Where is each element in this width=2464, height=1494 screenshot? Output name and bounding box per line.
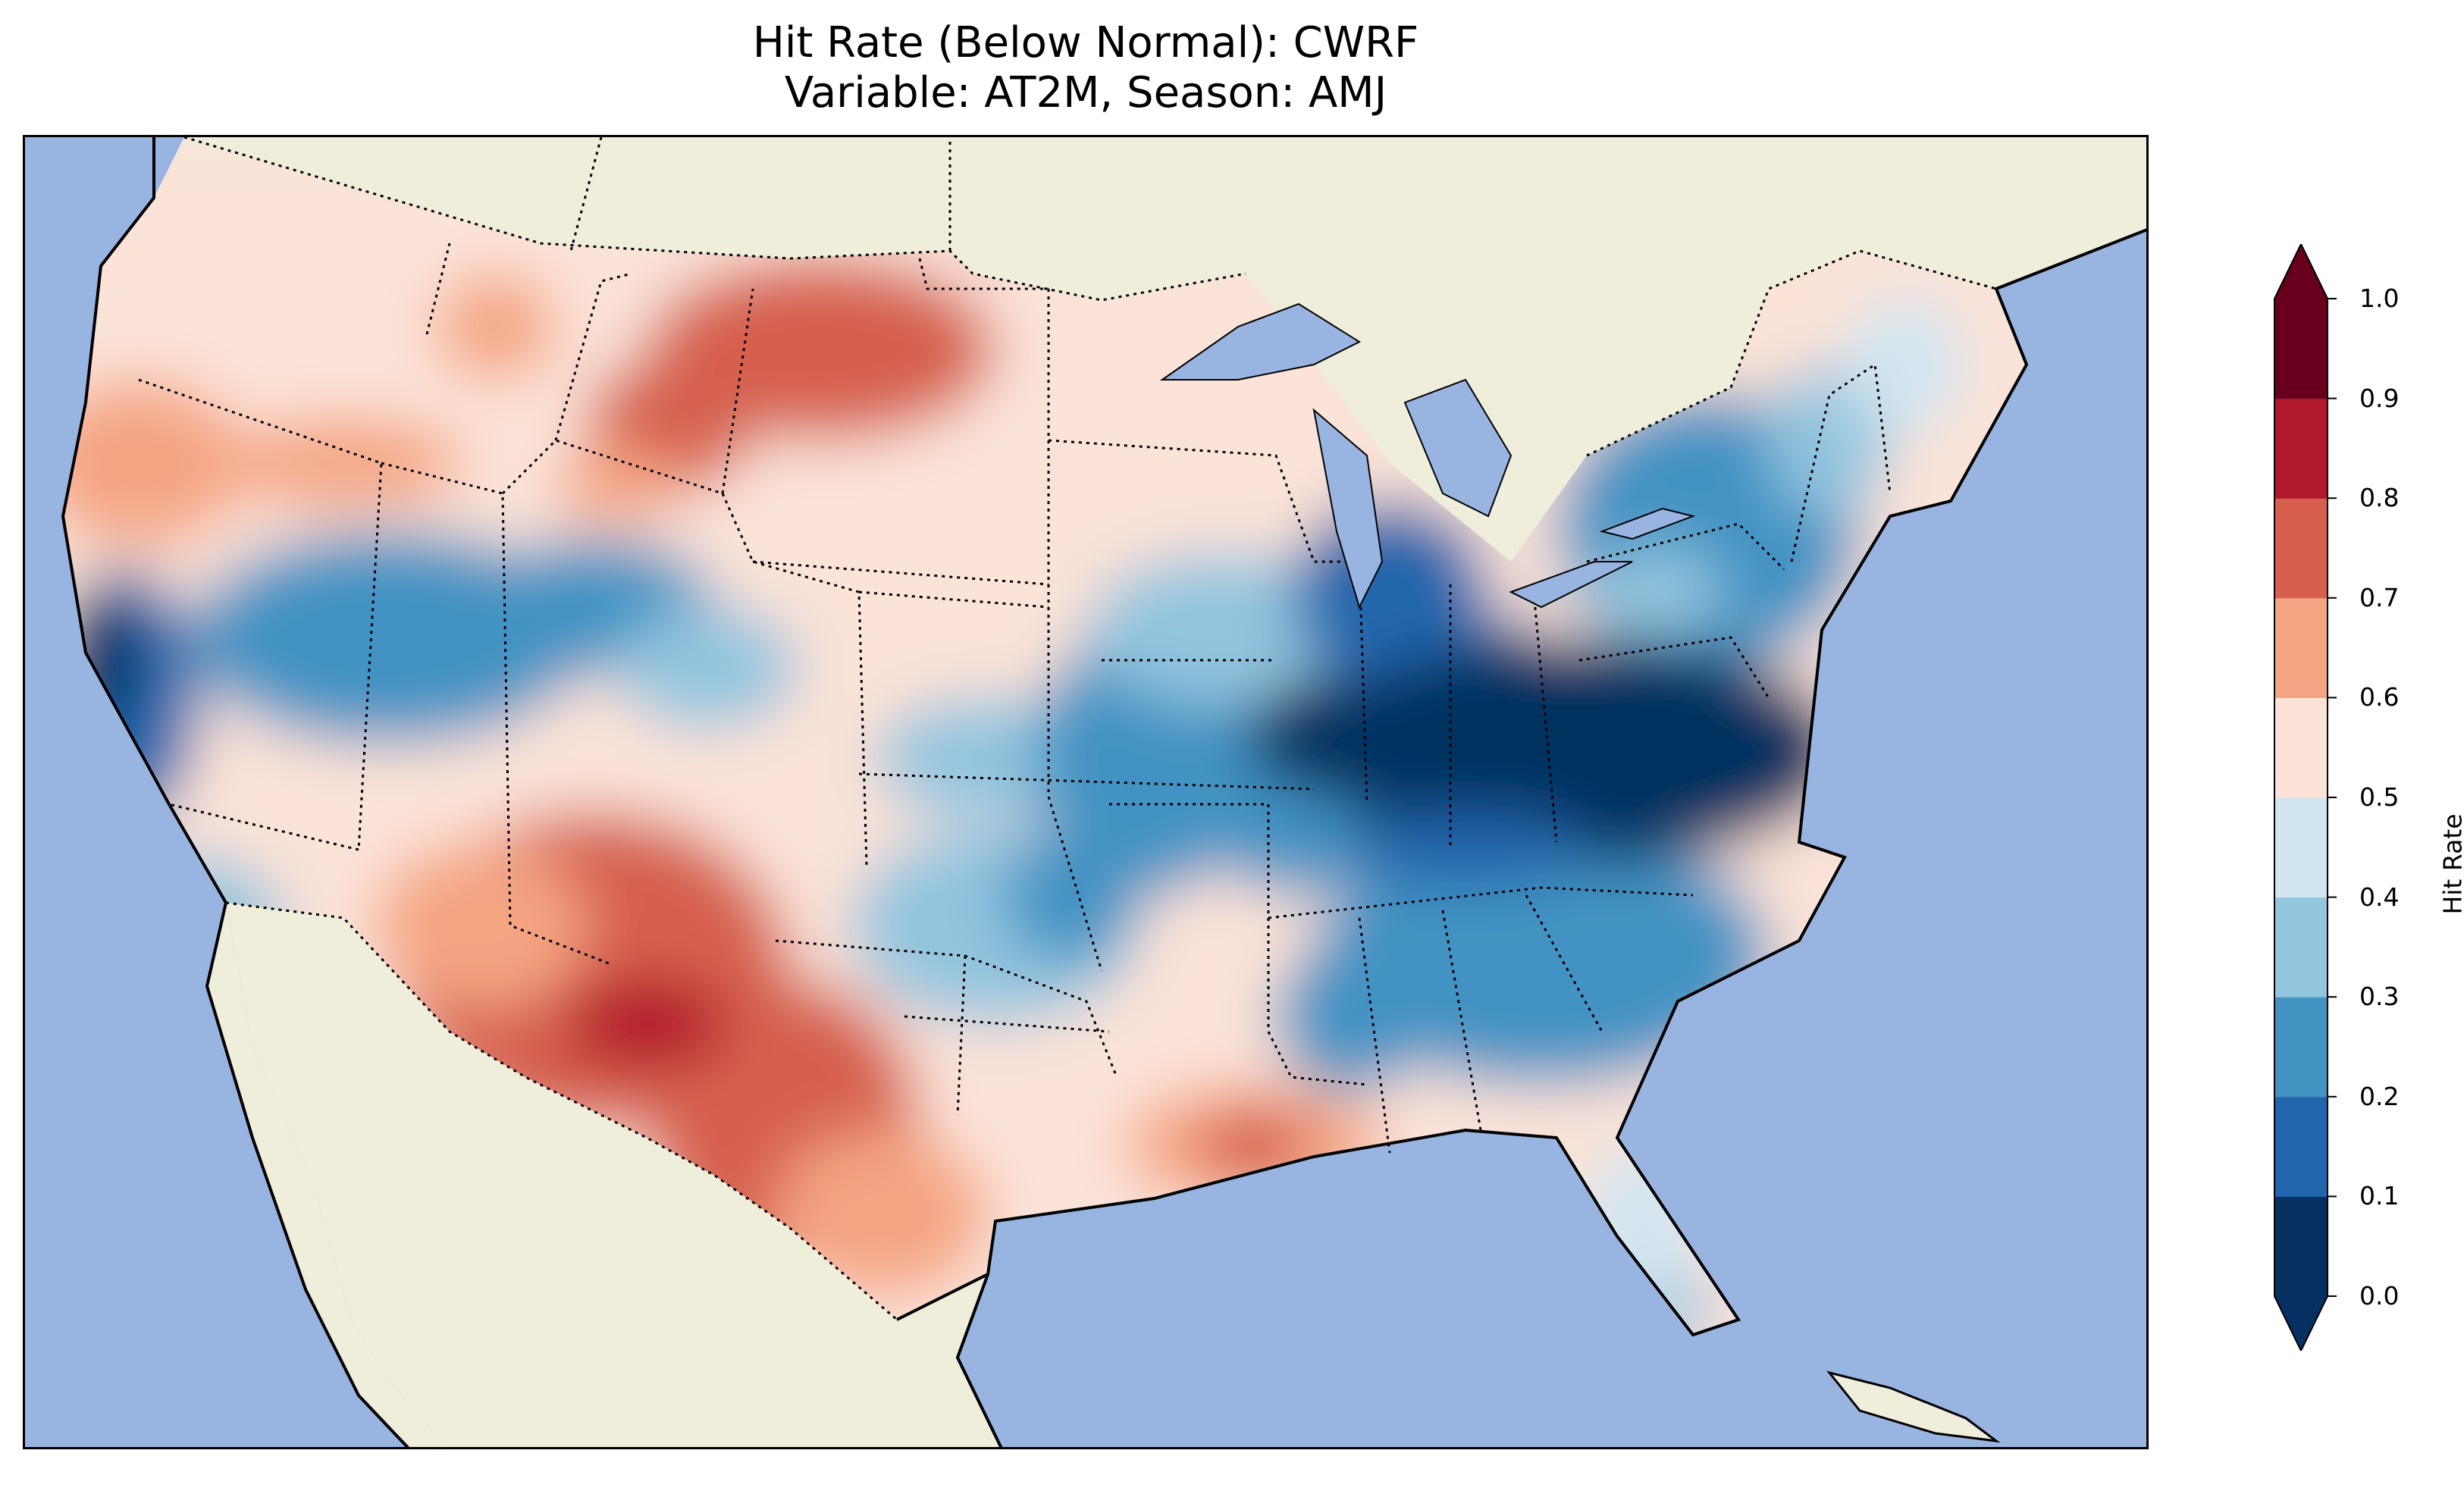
land-mexico xyxy=(226,903,1002,1447)
colorbar-tick-label: 0.9 xyxy=(2359,383,2400,413)
colorbar-tick-label: 0.0 xyxy=(2359,1281,2400,1311)
colorbar-bin xyxy=(2274,897,2328,998)
chart-subtitle: Variable: AT2M, Season: AMJ xyxy=(784,68,1387,117)
great-lakes xyxy=(1159,302,1696,609)
colorbar-bin xyxy=(2274,597,2328,698)
colorbar-tick-label: 0.6 xyxy=(2359,682,2400,713)
state-borders xyxy=(138,243,1892,1154)
land-baja xyxy=(207,903,446,1447)
coastline xyxy=(61,137,2146,1447)
map-frame xyxy=(23,135,2149,1449)
colorbar-bin xyxy=(2274,398,2328,499)
map-canvas xyxy=(25,137,2146,1447)
colorbar-tick-label: 0.1 xyxy=(2359,1181,2400,1211)
colorbar-label: Hit Rate xyxy=(2437,813,2464,915)
colorbar-tick-label: 0.8 xyxy=(2359,483,2400,513)
land-cuba xyxy=(1826,1370,2001,1443)
chart-title: Hit Rate (Below Normal): CWRF xyxy=(752,18,1419,67)
colorbar-tick-label: 1.0 xyxy=(2359,283,2400,313)
colorbar-extend-under xyxy=(2274,1296,2328,1351)
colorbar-bin xyxy=(2274,697,2328,798)
colorbar-bin xyxy=(2274,1196,2328,1297)
country-borders xyxy=(183,137,1997,1321)
colorbar-bin xyxy=(2274,1096,2328,1197)
land-canada xyxy=(25,137,2146,562)
colorbar-tick-label: 0.7 xyxy=(2359,582,2400,612)
colorbar-bin xyxy=(2274,299,2328,399)
colorbar-tick-label: 0.3 xyxy=(2359,982,2400,1012)
colorbar-tick-label: 0.4 xyxy=(2359,882,2400,912)
colorbar-extend-over xyxy=(2274,244,2328,299)
colorbar-bin xyxy=(2274,997,2328,1098)
colorbar-tick-label: 0.2 xyxy=(2359,1081,2400,1111)
colorbar-tick-label: 0.5 xyxy=(2359,782,2400,812)
colorbar xyxy=(2274,244,2337,1351)
colorbar-bin xyxy=(2274,498,2328,599)
colorbar-bin xyxy=(2274,797,2328,898)
title-block: Hit Rate (Below Normal): CWRF Variable: … xyxy=(23,18,2149,118)
